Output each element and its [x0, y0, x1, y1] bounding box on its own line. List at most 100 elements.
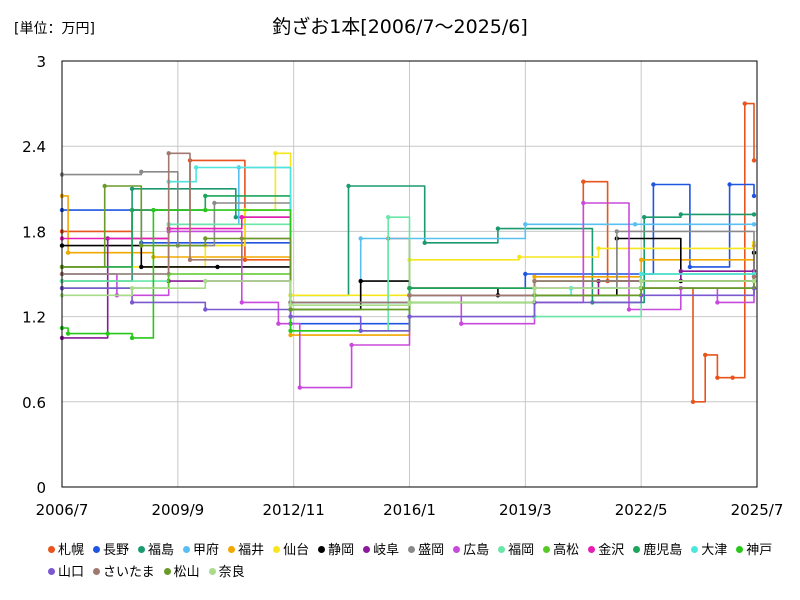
legend-item: 広島 [453, 540, 489, 562]
data-point-19-4 [407, 300, 412, 305]
data-point-13-2 [203, 193, 208, 199]
data-point-6-4 [358, 278, 363, 284]
series-line-0 [62, 102, 755, 403]
legend-marker [163, 568, 171, 575]
data-point-1-7 [727, 182, 732, 187]
legend-item: 福島 [138, 540, 174, 562]
legend-item: 大津 [691, 540, 727, 562]
legend-label: 神戸 [746, 543, 773, 558]
data-point-2-9 [678, 212, 683, 217]
data-point-1-4 [523, 271, 528, 277]
y-tick-label: 2.4 [22, 138, 46, 156]
legend-item: 盛岡 [408, 540, 444, 562]
data-point-9-13 [715, 300, 720, 305]
data-point-9-6 [349, 342, 354, 348]
data-point-18-1 [102, 183, 107, 189]
data-point-16-3 [288, 314, 293, 319]
x-tick-label: 2016/1 [383, 501, 436, 519]
plot-frame [61, 60, 758, 488]
data-point-9-3 [239, 300, 244, 305]
legend-marker [48, 568, 55, 575]
legend-item: 高松 [543, 540, 579, 562]
data-point-3-6 [632, 222, 638, 227]
x-tick-label: 2006/7 [36, 501, 89, 519]
legend-label: 仙台 [283, 543, 310, 558]
legend-label: 静岡 [328, 543, 355, 558]
y-tick-label: 1.8 [22, 223, 46, 241]
data-point-16-4 [358, 328, 363, 333]
legend-marker [138, 546, 146, 553]
legend-marker [273, 546, 281, 553]
data-point-5-7 [596, 246, 601, 251]
data-point-8-1 [139, 169, 144, 174]
legend-marker [736, 546, 744, 553]
legend-item: 鹿児島 [633, 540, 682, 562]
legend-item: 神戸 [736, 540, 772, 562]
data-point-19-2 [203, 278, 208, 284]
data-point-9-4 [276, 321, 281, 326]
data-point-7-6 [678, 269, 683, 274]
data-point-16-1 [129, 300, 135, 305]
data-point-15-4 [151, 207, 156, 213]
legend-marker [93, 546, 101, 553]
legend-item: 福井 [228, 540, 264, 562]
data-point-2-6 [495, 226, 501, 231]
data-point-3-4 [358, 236, 363, 241]
legend-marker [588, 546, 596, 553]
legend-label: 広島 [463, 543, 490, 558]
legend-marker [543, 546, 551, 553]
data-point-15-1 [65, 331, 71, 336]
data-point-3-5 [523, 222, 528, 227]
data-point-17-2 [187, 257, 193, 262]
data-point-15-6 [288, 328, 293, 333]
chart-title: 釣ざお1本[2006/7〜2025/6] [272, 16, 528, 38]
data-point-9-8 [459, 321, 464, 326]
data-point-2-1 [129, 186, 135, 191]
data-point-18-3 [203, 236, 208, 241]
data-point-2-2 [233, 215, 238, 220]
y-tick-label: 0 [36, 479, 46, 497]
x-tick-label: 2025/7 [731, 501, 784, 519]
legend-marker [633, 546, 641, 553]
legend-item: さいたま [93, 562, 155, 584]
data-point-2-8 [642, 215, 647, 220]
data-point-0-11 [703, 352, 708, 358]
x-tick-label: 2012/11 [263, 501, 325, 519]
legend-label: 甲府 [193, 543, 220, 558]
x-tick-label: 2009/9 [151, 501, 204, 519]
data-point-19-5 [532, 286, 537, 291]
data-point-5-6 [517, 254, 522, 260]
legend-marker [318, 546, 326, 553]
data-point-12-2 [239, 215, 244, 220]
legend-item: 福岡 [498, 540, 534, 562]
legend-label: 奈良 [218, 565, 245, 580]
data-point-6-1 [139, 264, 144, 270]
x-tick-label: 2019/3 [499, 501, 552, 519]
data-point-10-3 [386, 215, 391, 220]
data-point-19-1 [129, 286, 135, 291]
data-point-17-8 [751, 274, 757, 279]
y-tick-label: 0.6 [22, 394, 46, 412]
legend-label: 盛岡 [418, 543, 445, 558]
legend-marker [228, 546, 236, 553]
legend-label: 長野 [103, 543, 130, 558]
legend-item: 奈良 [208, 562, 245, 584]
data-point-19-7 [751, 278, 757, 284]
legend-marker [208, 568, 216, 575]
data-point-18-2 [139, 243, 144, 248]
x-tick-label: 2022/5 [615, 501, 668, 519]
data-point-1-8 [751, 193, 757, 199]
legend-label: 大津 [701, 543, 728, 558]
data-point-15-2 [105, 331, 110, 336]
legend-item: 岐阜 [363, 540, 399, 562]
legend-label: 福井 [238, 543, 265, 558]
legend-label: 岐阜 [373, 543, 400, 558]
data-point-17-6 [532, 278, 537, 284]
legend-label: 福島 [148, 543, 175, 558]
data-point-13-1 [129, 207, 135, 213]
data-point-15-3 [129, 335, 135, 341]
legend-label: 札幌 [58, 543, 85, 558]
data-point-4-3 [288, 332, 293, 338]
legend-item: 金沢 [588, 540, 624, 562]
